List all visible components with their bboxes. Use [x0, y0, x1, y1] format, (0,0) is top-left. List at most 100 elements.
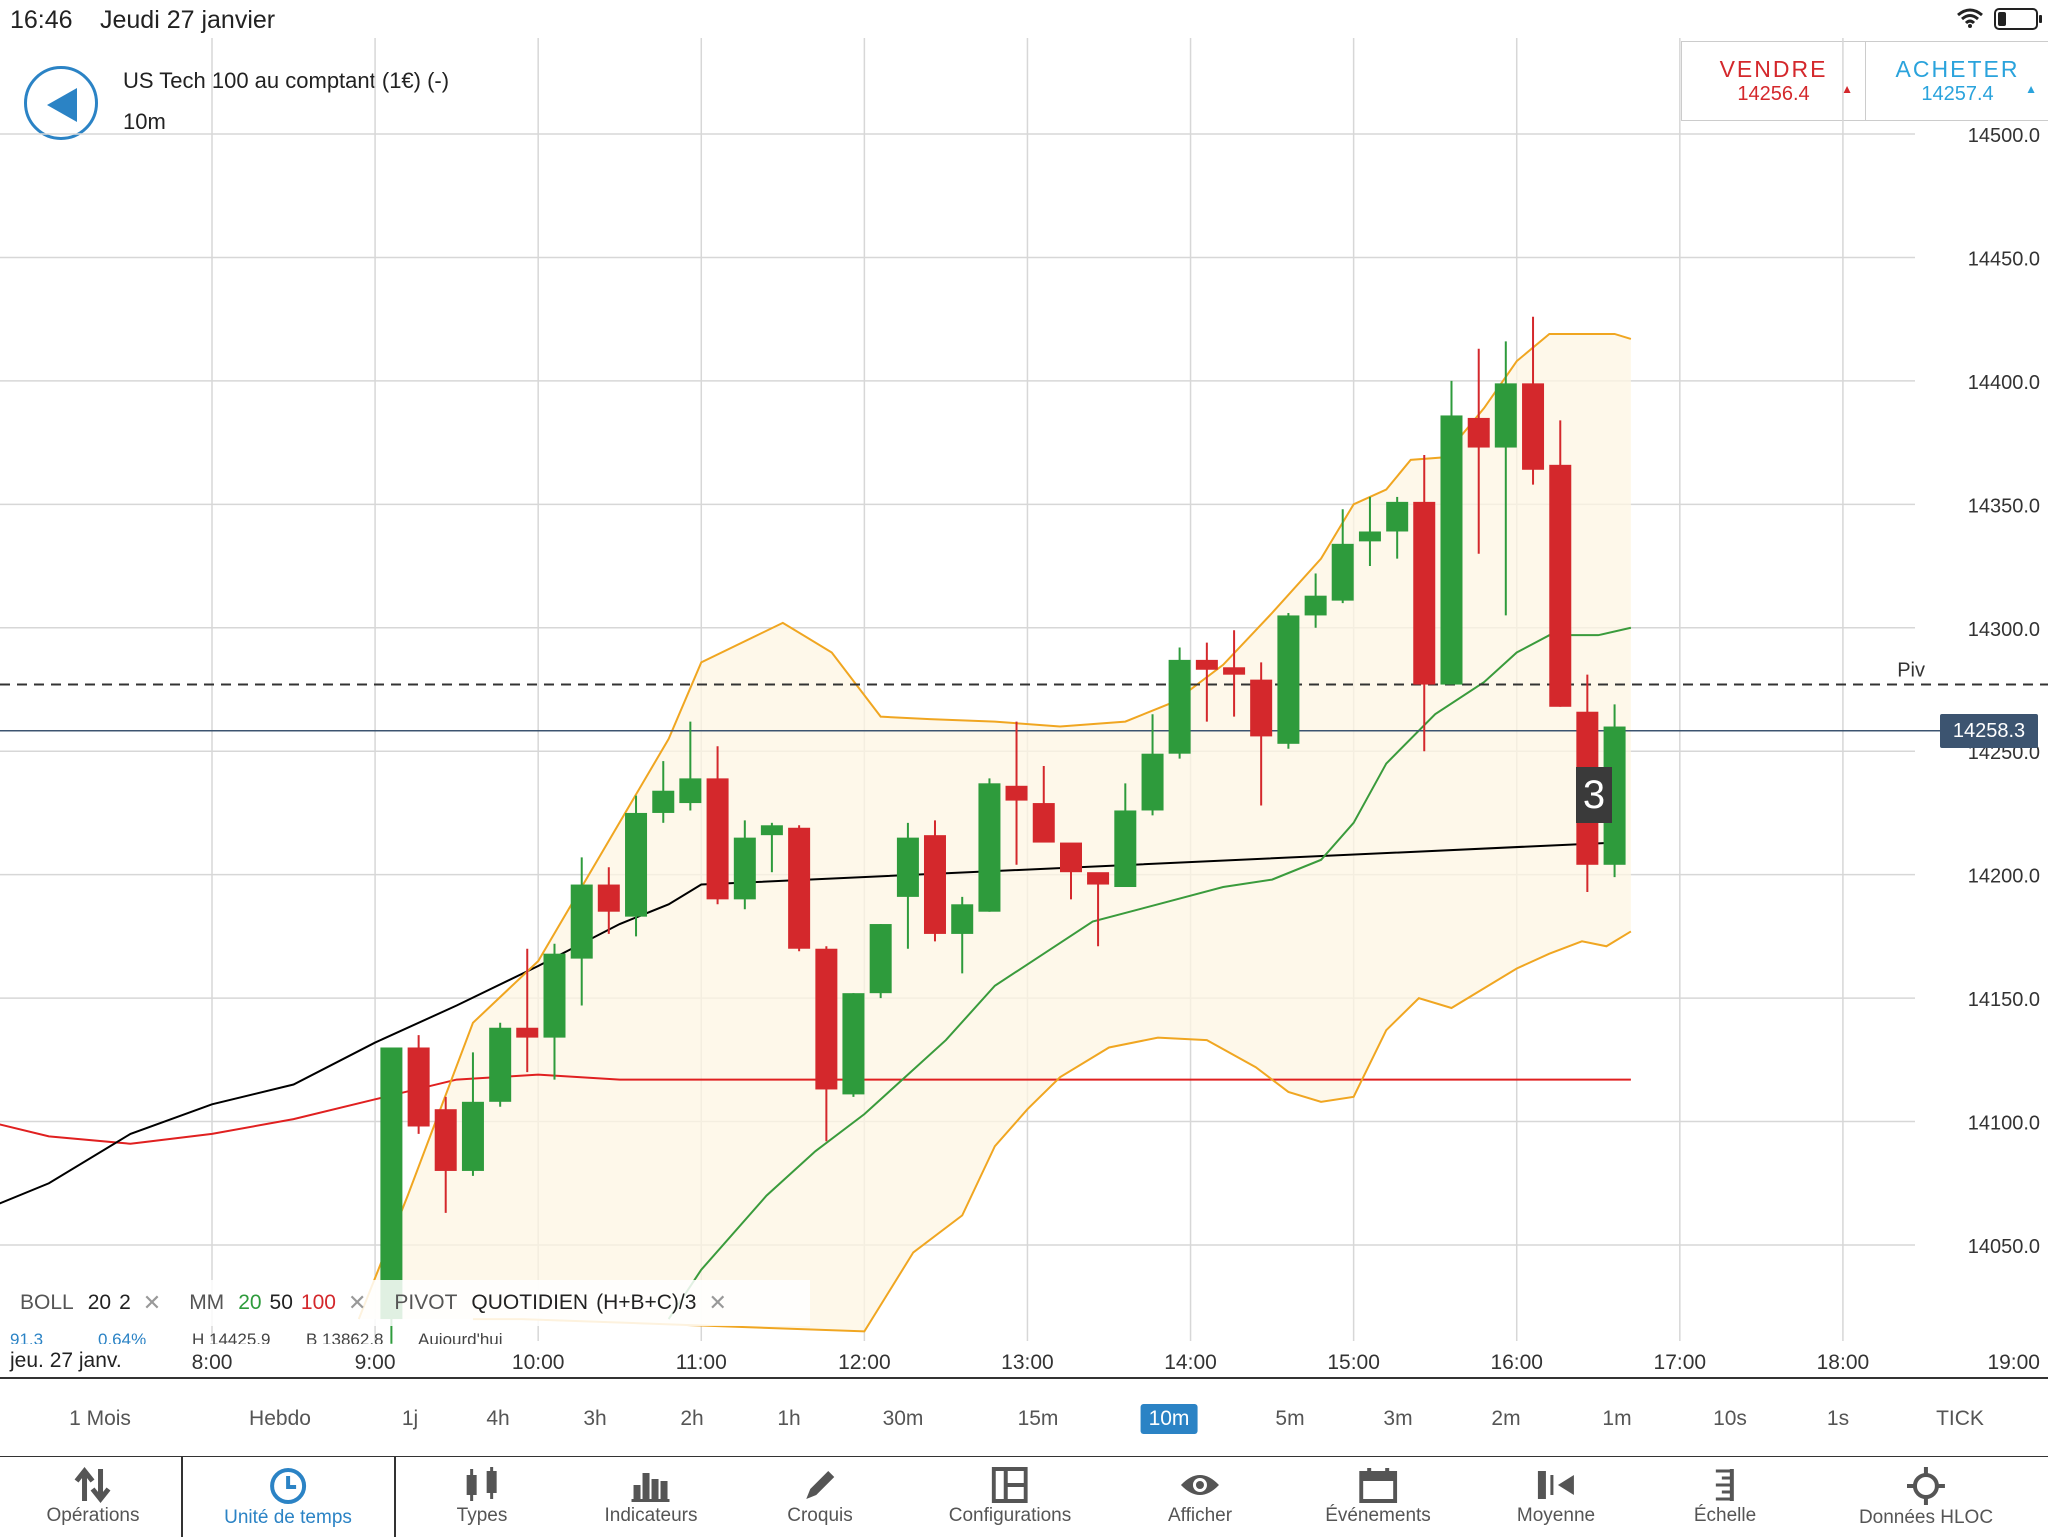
candle-up	[951, 904, 974, 934]
current-price-tag: 14258.3	[1940, 714, 2038, 748]
candle-up	[760, 825, 783, 836]
remove-ma-icon[interactable]: ✕	[347, 1290, 367, 1315]
candle-up	[652, 790, 675, 813]
candle-down	[516, 1027, 539, 1038]
candle-down	[407, 1047, 430, 1127]
candle-down	[706, 778, 729, 900]
toolbar-average[interactable]: Moyenne	[1517, 1457, 1595, 1537]
x-tick-label: 11:00	[676, 1351, 727, 1374]
sell-button[interactable]: VENDRE 14256.4 ▲	[1682, 42, 1865, 120]
toolbar-timeframe[interactable]: Unité de temps	[224, 1457, 352, 1537]
current-timeframe: 10m	[123, 109, 166, 134]
candle-down	[815, 948, 838, 1090]
toolbar-scale[interactable]: Échelle	[1694, 1457, 1756, 1537]
toolbar-configs[interactable]: Configurations	[948, 1457, 1072, 1537]
candle-up	[1494, 383, 1517, 448]
pivot-indicator[interactable]: PIVOT QUOTIDIEN (H+B+C)/3 ✕	[394, 1290, 735, 1316]
timeframe-hebdo[interactable]: Hebdo	[249, 1407, 311, 1430]
y-tick-label: 14050.0	[1968, 1236, 2040, 1258]
toolbar-configs-label: Configurations	[948, 1505, 1072, 1526]
x-tick-label: 18:00	[1817, 1351, 1870, 1374]
timeframe-1m[interactable]: 1m	[1602, 1407, 1632, 1430]
buy-label: ACHETER	[1895, 56, 2020, 82]
toolbar-sketches[interactable]: Croquis	[787, 1457, 853, 1537]
x-tick-label: 14:00	[1164, 1351, 1217, 1374]
candle-up	[733, 837, 756, 900]
scale-icon	[1715, 1469, 1734, 1501]
candle-up	[1331, 543, 1354, 601]
status-time: 16:46	[10, 6, 73, 34]
timeframe-1j[interactable]: 1j	[401, 1407, 419, 1430]
calendar-icon	[1359, 1468, 1397, 1503]
candle-up	[896, 837, 919, 897]
toolbar-operations-label: Opérations	[46, 1505, 140, 1526]
candle-up	[978, 783, 1001, 912]
sell-label: VENDRE	[1719, 56, 1828, 82]
indicator-values-row: 91.3 0.64% H 14425.9 B 13862.8 Aujourd'h…	[0, 1330, 560, 1344]
candle-down	[597, 884, 620, 912]
timeframe-10s[interactable]: 10s	[1713, 1407, 1747, 1430]
candle-up	[679, 778, 702, 804]
ma-name: MM	[189, 1291, 225, 1314]
toolbar-hloc[interactable]: Données HLOC	[1859, 1457, 1993, 1537]
candle-up	[1358, 531, 1381, 542]
toolbar-indicators[interactable]: Indicateurs	[605, 1457, 697, 1537]
ma50-line	[0, 841, 1615, 1205]
timeframe-2m[interactable]: 2m	[1491, 1407, 1521, 1430]
timeframe-bar: 1 Mois Hebdo 1j 4h 3h 2h 1h 30m 15m 10m 5m 3m 2m 1m 10…	[0, 1392, 2048, 1444]
remove-boll-icon[interactable]: ✕	[142, 1290, 162, 1315]
timeframe-30m[interactable]: 30m	[882, 1407, 924, 1430]
timeframe-2h[interactable]: 2h	[680, 1407, 704, 1430]
candle-up	[842, 993, 865, 1095]
pivot-formula: (H+B+C)/3	[596, 1291, 697, 1314]
candle-down	[1087, 872, 1110, 885]
pivot-period: QUOTIDIEN	[471, 1291, 589, 1314]
timeframe-1s[interactable]: 1s	[1826, 1407, 1850, 1430]
candle-up	[1603, 726, 1626, 865]
toolbar-scale-label: Échelle	[1693, 1505, 1757, 1526]
status-bar: 16:46 Jeudi 27 janvier	[0, 0, 2048, 38]
toolbar-display[interactable]: Afficher	[1168, 1457, 1232, 1537]
candle-up	[1304, 595, 1327, 616]
timeframe-10m[interactable]: 10m	[1140, 1404, 1198, 1434]
timeframe-15m[interactable]: 15m	[1017, 1407, 1059, 1430]
y-tick-label: 14350.0	[1968, 495, 2040, 517]
x-tick-label: 19:00	[1987, 1351, 2040, 1374]
bottom-toolbar: Opérations Unité de temps Types Indicate…	[0, 1456, 2048, 1537]
toolbar-average-label: Moyenne	[1516, 1505, 1596, 1526]
y-tick-label: 14500.0	[1968, 125, 2040, 147]
price-chart[interactable]: 14500.014450.014400.014350.014300.014250…	[0, 38, 2048, 1378]
toolbar-events-label: Événements	[1325, 1505, 1431, 1526]
boll-name: BOLL	[20, 1291, 74, 1314]
ma-indicator[interactable]: MM 20 50 100 ✕	[189, 1290, 374, 1316]
toolbar-display-label: Afficher	[1167, 1505, 1233, 1526]
timeframe-1-mois[interactable]: 1 Mois	[69, 1407, 131, 1430]
back-arrow-icon	[47, 88, 77, 122]
ma-p1: 20	[238, 1291, 262, 1314]
timeframe-3m[interactable]: 3m	[1383, 1407, 1413, 1430]
buy-button[interactable]: ACHETER 14257.4 ▲	[1865, 42, 2048, 120]
boll-indicator[interactable]: BOLL 20 2 ✕	[20, 1290, 169, 1316]
candle-up	[380, 1047, 403, 1320]
toolbar-types[interactable]: Types	[456, 1457, 508, 1537]
remove-pivot-icon[interactable]: ✕	[708, 1290, 727, 1315]
back-button[interactable]	[24, 66, 98, 140]
toolbar-types-label: Types	[456, 1505, 508, 1526]
candle-down	[1223, 667, 1246, 675]
buy-price: 14257.4	[1921, 83, 1994, 105]
timeframe-1h[interactable]: 1h	[777, 1407, 801, 1430]
timeframe-tick[interactable]: TICK	[1936, 1407, 1984, 1430]
ma-p3: 100	[300, 1291, 336, 1314]
pencil-icon	[805, 1471, 834, 1499]
value-high: H 14425.9	[192, 1330, 271, 1344]
toolbar-operations[interactable]: Opérations	[46, 1457, 140, 1537]
date-label: jeu. 27 janv.	[10, 1349, 130, 1373]
battery-icon	[1994, 8, 2042, 30]
sell-price: 14256.4	[1737, 83, 1810, 105]
toolbar-events[interactable]: Événements	[1325, 1457, 1431, 1537]
timeframe-3h[interactable]: 3h	[583, 1407, 607, 1430]
x-tick-label: 12:00	[838, 1351, 891, 1374]
timeframe-5m[interactable]: 5m	[1275, 1407, 1305, 1430]
timeframe-4h[interactable]: 4h	[486, 1407, 510, 1430]
x-tick-label: 16:00	[1490, 1351, 1543, 1374]
